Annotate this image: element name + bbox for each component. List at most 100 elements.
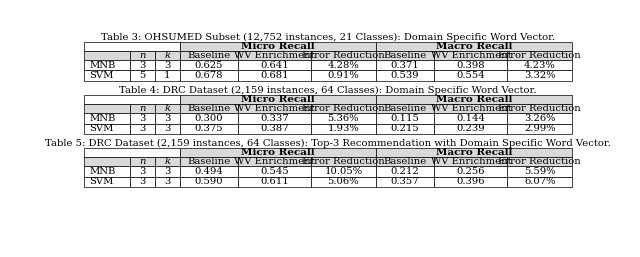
Bar <box>311 177 376 187</box>
Bar <box>376 124 435 134</box>
Bar <box>238 104 311 113</box>
Bar <box>155 70 180 81</box>
Text: WV Enrichment: WV Enrichment <box>234 157 315 166</box>
Text: WV Enrichment: WV Enrichment <box>431 51 511 60</box>
Text: Macro Recall: Macro Recall <box>436 148 512 157</box>
Bar <box>84 157 130 166</box>
Bar <box>130 113 155 124</box>
Bar <box>155 124 180 134</box>
Bar <box>508 157 572 166</box>
Text: 5.06%: 5.06% <box>328 177 359 186</box>
Bar <box>435 104 508 113</box>
Bar <box>508 70 572 81</box>
Bar <box>155 60 180 70</box>
Bar <box>238 166 311 177</box>
Bar <box>130 124 155 134</box>
Text: Baseline: Baseline <box>383 157 427 166</box>
Text: Error Reduction: Error Reduction <box>302 104 385 113</box>
Bar <box>508 104 572 113</box>
Text: MNB: MNB <box>90 114 116 123</box>
Bar <box>155 177 180 187</box>
Text: 3: 3 <box>164 61 170 70</box>
Bar <box>155 51 180 60</box>
Bar <box>155 157 180 166</box>
Bar <box>508 166 572 177</box>
Text: Baseline: Baseline <box>188 51 230 60</box>
Text: 0.371: 0.371 <box>391 61 420 70</box>
Text: WV Enrichment: WV Enrichment <box>234 51 315 60</box>
Text: 4.28%: 4.28% <box>328 61 359 70</box>
Bar <box>84 70 130 81</box>
Bar <box>84 113 130 124</box>
Text: 0.337: 0.337 <box>260 114 289 123</box>
Text: MNB: MNB <box>90 61 116 70</box>
Text: k: k <box>164 51 170 60</box>
Text: 0.357: 0.357 <box>391 177 419 186</box>
Bar <box>180 166 238 177</box>
Text: Macro Recall: Macro Recall <box>436 42 512 51</box>
Bar <box>435 124 508 134</box>
Bar <box>180 157 238 166</box>
Text: Table 4: DRC Dataset (2,159 instances, 64 Classes): Domain Specific Word Vector.: Table 4: DRC Dataset (2,159 instances, 6… <box>119 86 537 95</box>
Text: Error Reduction: Error Reduction <box>499 157 581 166</box>
Bar <box>238 70 311 81</box>
Bar <box>376 104 435 113</box>
Bar <box>180 124 238 134</box>
Bar <box>311 124 376 134</box>
Bar <box>130 51 155 60</box>
Bar <box>130 166 155 177</box>
Bar <box>238 51 311 60</box>
Text: 0.396: 0.396 <box>457 177 485 186</box>
Text: Baseline: Baseline <box>383 104 427 113</box>
Bar <box>508 51 572 60</box>
Text: 0.681: 0.681 <box>260 71 289 80</box>
Bar <box>84 166 130 177</box>
Text: 3: 3 <box>164 167 170 176</box>
Text: k: k <box>164 157 170 166</box>
Bar <box>435 177 508 187</box>
Bar <box>311 104 376 113</box>
Text: 3: 3 <box>140 124 146 133</box>
Bar <box>435 166 508 177</box>
Text: Error Reduction: Error Reduction <box>499 51 581 60</box>
Text: MNB: MNB <box>90 167 116 176</box>
Text: 5.36%: 5.36% <box>328 114 359 123</box>
Bar <box>376 42 572 51</box>
Text: n: n <box>140 51 146 60</box>
Text: 0.387: 0.387 <box>260 124 289 133</box>
Bar <box>180 70 238 81</box>
Bar <box>376 70 435 81</box>
Bar <box>376 177 435 187</box>
Text: 5: 5 <box>140 71 146 80</box>
Bar <box>180 51 238 60</box>
Text: WV Enrichment: WV Enrichment <box>431 157 511 166</box>
Text: Error Reduction: Error Reduction <box>499 104 581 113</box>
Bar <box>130 70 155 81</box>
Text: SVM: SVM <box>90 124 114 133</box>
Bar <box>130 157 155 166</box>
Bar <box>435 70 508 81</box>
Text: 0.91%: 0.91% <box>328 71 359 80</box>
Bar <box>435 51 508 60</box>
Bar <box>180 177 238 187</box>
Bar <box>130 104 155 113</box>
Text: SVM: SVM <box>90 177 114 186</box>
Text: 0.545: 0.545 <box>260 167 289 176</box>
Text: Table 3: OHSUMED Subset (12,752 instances, 21 Classes): Domain Specific Word Vec: Table 3: OHSUMED Subset (12,752 instance… <box>101 32 555 42</box>
Bar <box>311 51 376 60</box>
Bar <box>84 42 180 51</box>
Text: 2.99%: 2.99% <box>524 124 556 133</box>
Bar <box>84 60 130 70</box>
Bar <box>180 95 376 104</box>
Bar <box>435 60 508 70</box>
Bar <box>155 104 180 113</box>
Text: SVM: SVM <box>90 71 114 80</box>
Text: 3: 3 <box>140 167 146 176</box>
Bar <box>130 60 155 70</box>
Bar <box>238 157 311 166</box>
Text: 0.300: 0.300 <box>195 114 223 123</box>
Bar <box>311 70 376 81</box>
Text: 0.144: 0.144 <box>456 114 485 123</box>
Bar <box>508 113 572 124</box>
Text: 3: 3 <box>140 177 146 186</box>
